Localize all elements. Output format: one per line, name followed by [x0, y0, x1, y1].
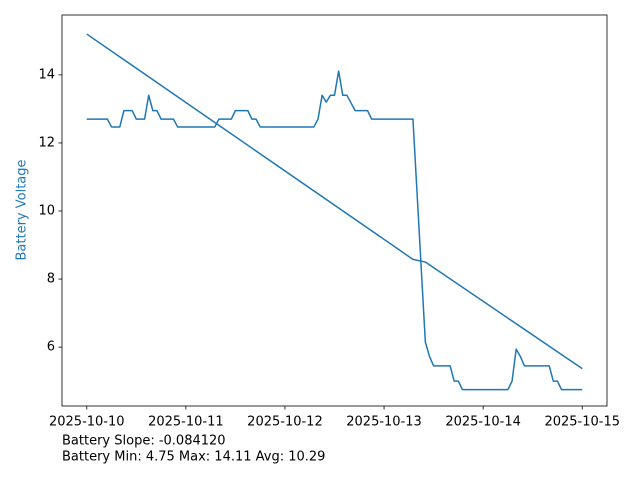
plot-frame: [61, 14, 608, 407]
y-axis-label: Battery Voltage: [15, 159, 30, 260]
y-tick-label: 14: [38, 67, 55, 82]
y-tick-label: 6: [47, 340, 55, 355]
y-tick-label: 12: [38, 135, 55, 150]
annotation: Battery Slope: -0.084120: [62, 434, 226, 449]
x-tick-label: 2025-10-11: [148, 415, 224, 430]
y-tick-label: 8: [47, 272, 55, 287]
x-tick-label: 2025-10-14: [445, 415, 521, 430]
y-tick-label: 10: [38, 204, 55, 219]
data-line: [86, 70, 583, 391]
x-tick-label: 2025-10-15: [544, 415, 620, 430]
x-tick-label: 2025-10-12: [247, 415, 323, 430]
data-line: [86, 33, 583, 370]
annotation: Battery Min: 4.75 Max: 14.11 Avg: 10.29: [62, 450, 325, 465]
x-tick-label: 2025-10-10: [49, 415, 125, 430]
x-tick-label: 2025-10-13: [346, 415, 422, 430]
